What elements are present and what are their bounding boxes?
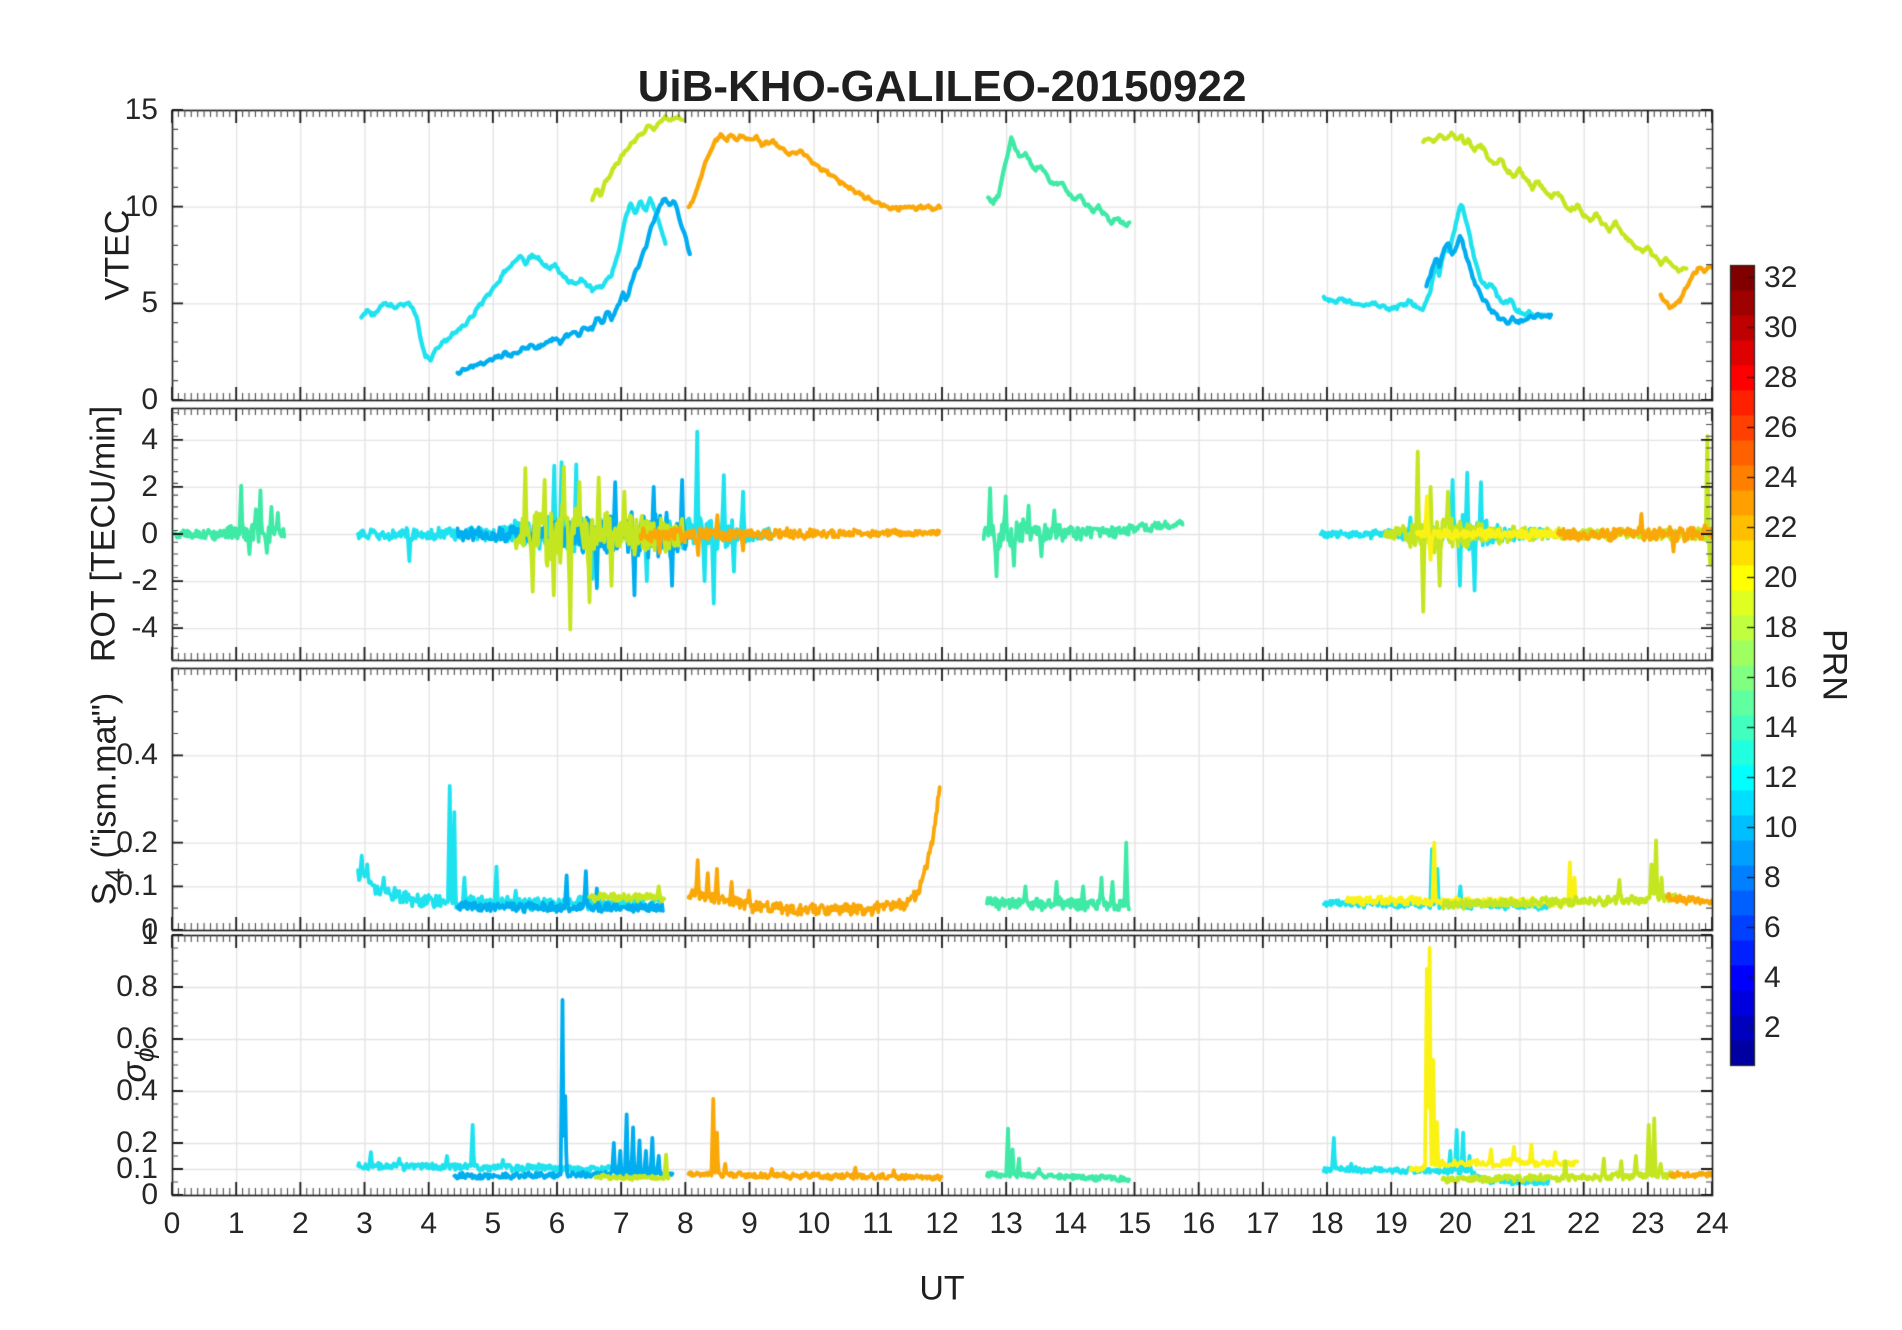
colorbar-tick-label: 12 [1764,760,1798,794]
y-tick-label-rot: 2 [141,469,158,503]
colorbar-tick-label: 16 [1764,660,1798,694]
x-tick-label: 8 [676,1207,694,1240]
y-tick-label-s4: 0.2 [116,825,158,859]
y-tick-label-sigma_phi: 0.1 [116,1152,158,1185]
y-tick-label-vtec: 10 [124,189,158,223]
colorbar-tick-label: 26 [1764,410,1798,444]
colorbar-label-prn: PRN [1815,629,1854,701]
colorbar-tick-label: 10 [1764,810,1798,844]
y-tick-label-sigma_phi: 0.2 [116,1126,158,1159]
xlabel-ut: UT [919,1269,965,1308]
x-tick-label: 14 [1053,1207,1088,1240]
y-tick-label-s4: 0.1 [116,869,158,903]
colorbar-tick-label: 14 [1764,710,1798,744]
colorbar-tick-label: 6 [1764,910,1781,944]
x-tick-label: 17 [1246,1207,1280,1240]
x-tick-label: 3 [356,1207,373,1240]
y-tick-label-vtec: 15 [124,93,158,126]
x-tick-label: 24 [1695,1207,1729,1240]
x-tick-label: 4 [420,1207,437,1240]
colorbar-tick-label: 24 [1764,460,1798,494]
colorbar-tick-label: 18 [1764,610,1798,644]
y-tick-label-s4: 0.4 [116,738,158,772]
y-tick-label-sigma_phi: 0.8 [116,970,158,1003]
x-tick-label: 16 [1181,1207,1216,1240]
x-tick-label: 2 [291,1207,309,1240]
colorbar-tick-label: 8 [1764,860,1781,894]
x-tick-label: 21 [1502,1207,1537,1240]
y-tick-label-rot: -2 [131,564,158,598]
x-tick-label: 15 [1117,1207,1152,1240]
y-tick-label-rot: -4 [131,611,158,645]
x-tick-label: 22 [1566,1207,1601,1240]
x-tick-label: 6 [548,1207,566,1240]
colorbar-tick-label: 20 [1764,560,1798,594]
y-tick-label-sigma_phi: 0 [141,1178,158,1211]
colorbar-tick-label: 28 [1764,360,1798,394]
x-tick-label: 5 [484,1207,502,1240]
y-tick-label-sigma_phi: 0.4 [116,1074,158,1107]
x-tick-label: 10 [796,1207,831,1240]
x-tick-label: 1 [227,1207,245,1240]
x-tick-label: 18 [1310,1207,1344,1240]
y-tick-label-rot: 4 [141,422,158,456]
colorbar-tick-label: 2 [1764,1010,1781,1044]
x-tick-label: 20 [1438,1207,1473,1240]
x-tick-label: 19 [1374,1207,1408,1240]
x-tick-label: 0 [163,1207,181,1240]
y-tick-label-sigma_phi: 1 [141,918,158,951]
y-tick-label-s4: 0 [141,913,158,946]
x-tick-label: 13 [989,1207,1023,1240]
x-tick-label: 9 [741,1207,758,1240]
x-tick-label: 12 [925,1207,959,1240]
y-tick-label-vtec: 5 [141,286,158,320]
ylabel-rot: ROT [TECU/min] [84,405,123,663]
colorbar-tick-label: 32 [1764,260,1798,294]
x-tick-label: 23 [1631,1207,1665,1240]
colorbar-tick-label: 4 [1764,960,1781,994]
chart-title: UiB-KHO-GALILEO-20150922 [637,62,1247,111]
x-tick-label: 7 [612,1207,630,1240]
x-tick-label: 11 [862,1207,894,1240]
y-tick-label-vtec: 0 [141,383,158,416]
colorbar-tick-label: 22 [1764,510,1798,544]
y-tick-label-rot: 0 [141,517,158,550]
colorbar-tick-label: 30 [1764,310,1798,344]
y-tick-label-sigma_phi: 0.6 [116,1022,158,1055]
